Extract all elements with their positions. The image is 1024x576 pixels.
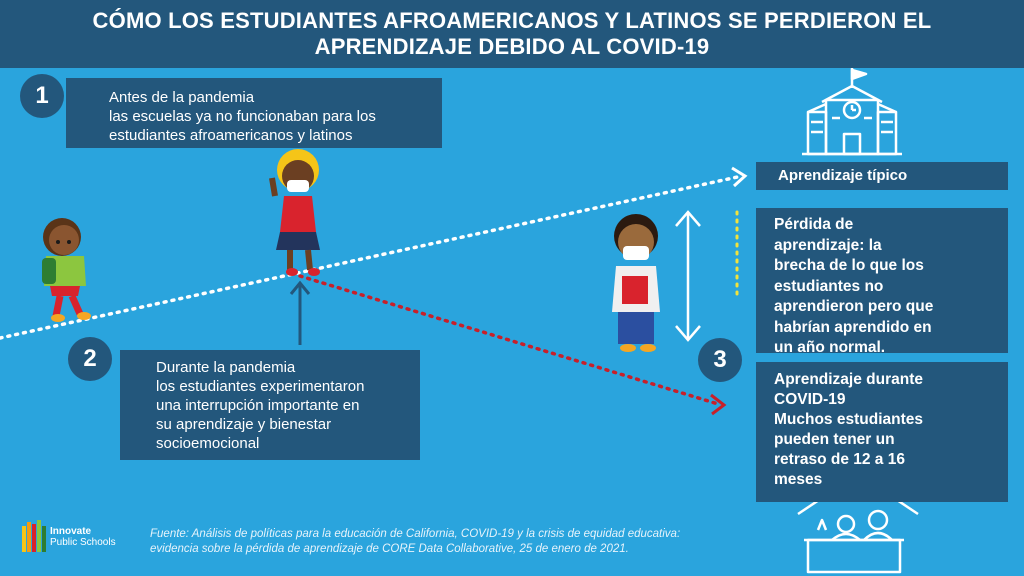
step-1-line: estudiantes afroamericanos y latinos [109, 127, 353, 144]
loss-line: estudiantes no [774, 277, 884, 295]
covid-learning-path [298, 274, 720, 406]
gap-double-arrow-icon [675, 210, 701, 342]
innovate-logo: Innovate Public Schools [50, 526, 116, 548]
typical-arrowhead [731, 166, 748, 188]
step-3-box: Aprendizaje durante COVID-19 Muchos estu… [756, 362, 1008, 502]
step-3-line: meses [774, 471, 823, 488]
step-2-line: socioemocional [156, 435, 260, 452]
school-building-icon [802, 68, 902, 156]
loss-line: aprendizaje: la [774, 236, 882, 254]
step-2-box: Durante la pandemia los estudiantes expe… [120, 350, 420, 460]
title-line-2: APRENDIZAJE DEBIDO AL COVID-19 [314, 34, 710, 59]
student-books-illustration [612, 214, 660, 352]
up-arrow-icon [289, 280, 311, 345]
loss-line: Pérdida de [774, 216, 854, 233]
learning-loss-box: Pérdida de aprendizaje: la brecha de lo … [756, 208, 1008, 356]
student-walking-illustration [42, 218, 91, 322]
step-1-line: Antes de la pandemia [109, 89, 255, 106]
step-2-line: Durante la pandemia [156, 359, 296, 376]
step-3-line: Aprendizaje durante [774, 371, 923, 388]
logo-line-2: Public Schools [50, 537, 116, 548]
step-1-box: Antes de la pandemia las escuelas ya no … [66, 78, 442, 148]
step-1-line: las escuelas ya no funcionaban para los [109, 108, 376, 125]
source-citation: Fuente: Análisis de políticas para la ed… [150, 527, 750, 557]
student-waving-illustration [269, 149, 320, 276]
step-3-line: retraso de 12 a 16 [774, 451, 905, 468]
step-2-line: los estudiantes experimentaron [156, 378, 365, 395]
step-2-number: 2 [68, 337, 112, 381]
source-line-2: evidencia sobre la pérdida de aprendizaj… [150, 543, 629, 555]
step-3-line: COVID-19 [774, 391, 846, 408]
page-title: CÓMO LOS ESTUDIANTES AFROAMERICANOS Y LA… [0, 8, 1024, 60]
step-3-line: pueden tener un [774, 431, 895, 448]
step-3-line: Muchos estudiantes [774, 411, 923, 428]
typical-learning-label: Aprendizaje típico [756, 162, 1008, 190]
step-2-line: su aprendizaje y bienestar [156, 416, 332, 433]
title-line-1: CÓMO LOS ESTUDIANTES AFROAMERICANOS Y LA… [92, 8, 932, 33]
logo-line-1: Innovate [50, 526, 92, 537]
typical-learning-path [0, 174, 744, 340]
step-2-line: una interrupción importante en [156, 397, 360, 414]
covid-arrowhead [710, 393, 727, 416]
innovate-logo-icon [22, 520, 46, 552]
step-1-number: 1 [20, 74, 64, 118]
source-line-1: Fuente: Análisis de políticas para la ed… [150, 528, 681, 540]
loss-line: un año normal. [774, 339, 886, 356]
step-3-number: 3 [698, 338, 742, 382]
loss-line: aprendieron pero que [774, 298, 934, 315]
title-banner: CÓMO LOS ESTUDIANTES AFROAMERICANOS Y LA… [0, 0, 1024, 68]
loss-line: brecha de lo que los [774, 257, 924, 274]
loss-line: habrían aprendido en [774, 318, 932, 336]
